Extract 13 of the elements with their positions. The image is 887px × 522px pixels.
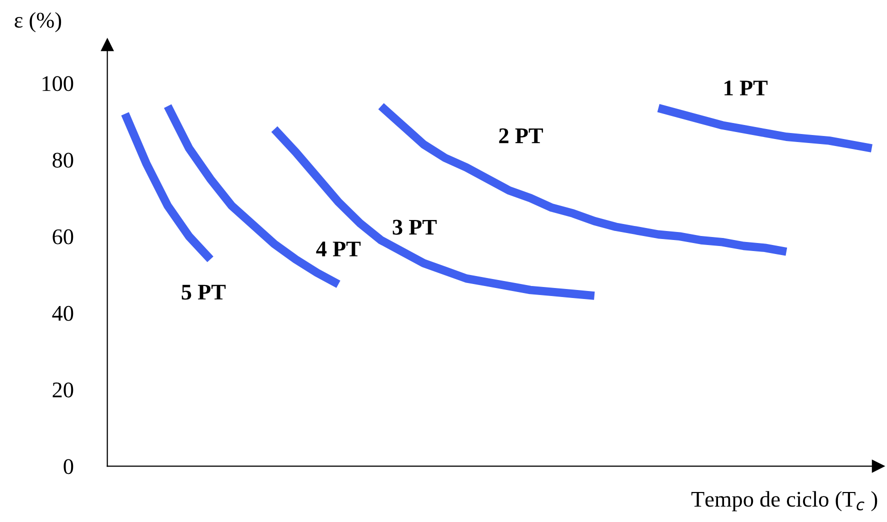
series-label: 4 PT [316,242,361,256]
series-label: 5 PT [182,284,226,300]
series-label: 1 PT [724,80,768,96]
y-tick-label: 40 [52,306,74,321]
y-tick-label: 0 [64,459,74,474]
y-tick-label: 100 [42,76,74,92]
y-tick-label: 80 [52,152,74,168]
y-axis-title: ε (%) [14,12,62,32]
series-label: 2 PT [499,128,543,144]
y-tick-label: 60 [52,229,74,244]
y-tick-label: 20 [52,382,74,398]
x-axis-title: Tempo de ciclo (T$_{c}$ ) [691,491,878,512]
series-label: 3 PT [392,220,437,235]
